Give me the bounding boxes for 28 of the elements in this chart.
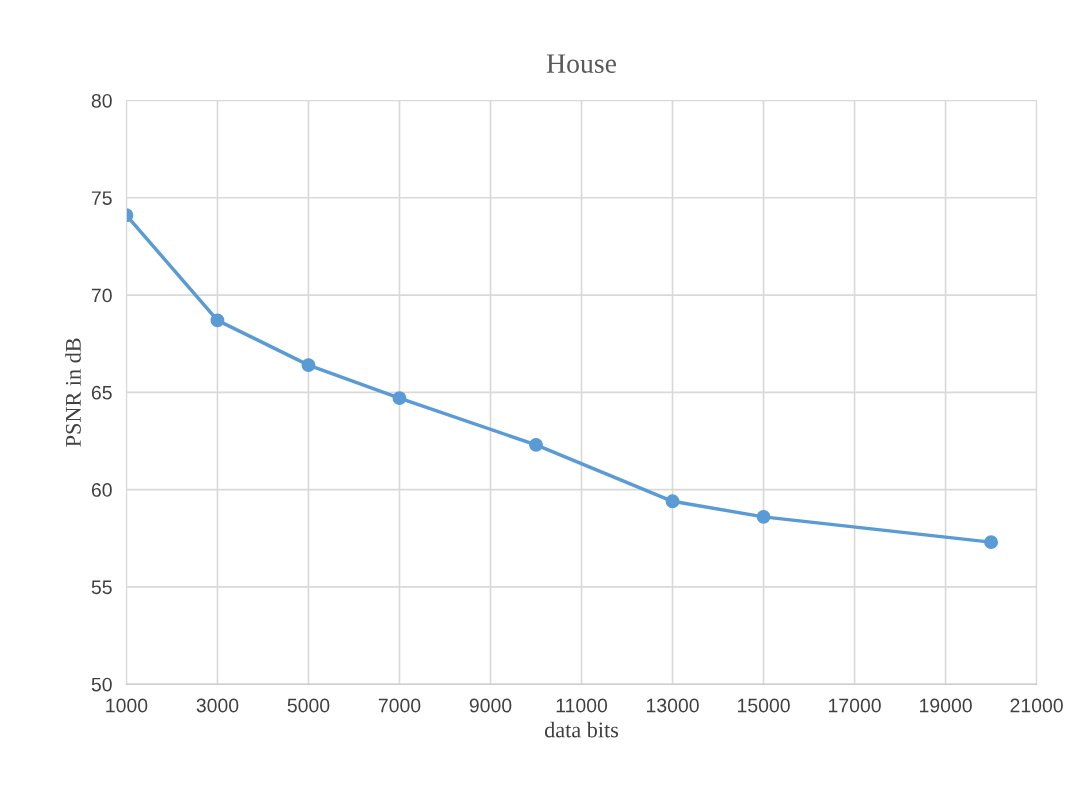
y-tick-label: 50	[91, 677, 112, 692]
y-tick-label: 80	[91, 93, 112, 108]
point	[210, 313, 225, 328]
x-tick-label: 21000	[1010, 698, 1063, 713]
y-tick-label: 75	[91, 191, 112, 205]
point	[984, 535, 999, 550]
point	[301, 358, 316, 373]
x-tick-label: 9000	[469, 698, 512, 713]
x-tick-label: 5000	[287, 698, 330, 713]
y-tick-label: 60	[91, 483, 112, 497]
x-tick-label: 1000	[106, 698, 148, 713]
point	[756, 509, 771, 524]
y-tick-label: 55	[91, 580, 112, 595]
x-tick-label: 7000	[378, 698, 421, 713]
x-tick-label: 13000	[646, 698, 699, 713]
chart-title: House	[546, 54, 617, 73]
x-tick-label: 17000	[829, 698, 881, 713]
point	[665, 494, 680, 509]
x-tick-label: 11000	[556, 698, 608, 713]
x-axis-title: data bits	[544, 721, 619, 738]
x-tick-label: 19000	[920, 698, 972, 713]
y-tick-label: 65	[91, 385, 112, 400]
y-axis-title: PSNR in dB	[65, 338, 81, 447]
x-tick-label: 15000	[738, 698, 790, 713]
point	[392, 391, 407, 406]
x-tick-label: 3000	[196, 698, 239, 713]
point	[529, 437, 543, 452]
y-tick-label: 70	[91, 288, 112, 303]
